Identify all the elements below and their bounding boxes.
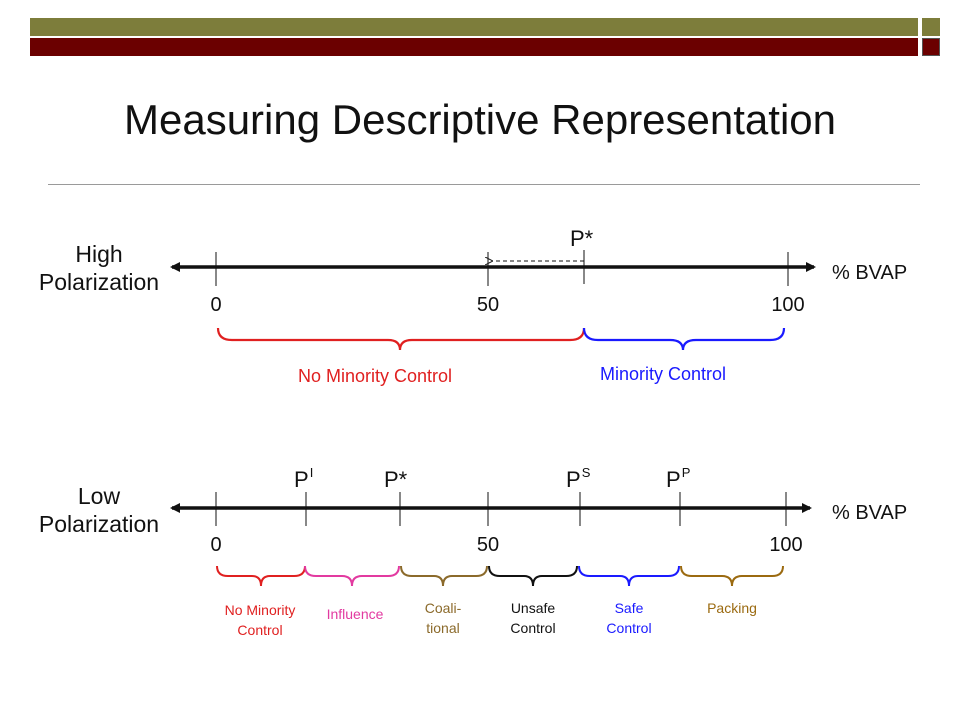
low-label-line2: Polarization [38,511,160,537]
low-ps-sup: S [581,465,591,480]
low-brace-safe [578,565,680,587]
low-safe-line2: Control [606,620,652,636]
slide-title: Measuring Descriptive Representation [123,96,836,143]
high-tick-label-50: 50 [476,294,500,316]
high-pstar-label: P* [570,226,594,251]
low-unsafe-control-label: Unsafe Control [494,598,572,638]
header-bar-olive [30,18,918,36]
low-axis-label: % BVAP [832,502,908,524]
low-axis [170,492,812,526]
slide-header-bars [30,18,942,56]
header-square-olive [922,18,940,36]
low-pstar-marker: P* [384,467,408,492]
high-label-line2: Polarization [38,269,160,295]
low-unsafe-line2: Control [510,620,556,636]
low-pp-sup: P [681,465,691,480]
low-pi-main: P [294,467,309,492]
low-brace-influence [304,565,400,587]
low-ps-marker: PS [566,465,591,493]
high-minority-control-label: Minority Control [600,364,727,384]
low-coalitional-line2: tional [426,620,460,636]
low-brace-coalitional [400,565,488,587]
low-coalitional-label: Coali- tional [408,598,478,638]
low-unsafe-line1: Unsafe [510,600,556,616]
high-axis-label: % BVAP [832,262,908,284]
header-bar-red [30,38,918,56]
high-brace-no-control [216,327,586,351]
low-no-minority-control-label: No Minority Control [200,600,320,640]
low-tick-label-50: 50 [476,534,500,556]
low-tick-label-0: 0 [210,534,222,556]
low-brace-no-control [216,565,306,587]
low-influence-label: Influence [326,606,384,622]
low-pp-main: P [666,467,681,492]
high-axis [170,250,816,286]
low-tick-label-100: 100 [769,534,803,556]
low-packing-label: Packing [707,600,757,616]
low-pp-marker: PP [666,465,691,493]
header-square-red [922,38,940,56]
low-no-control-line1: No Minority [224,602,296,618]
low-polarization-label: Low Polarization [14,482,184,538]
low-label-line1: Low [77,483,121,509]
high-no-minority-control-label: No Minority Control [298,366,453,386]
low-no-control-line2: Control [237,622,283,638]
low-ps-main: P [566,467,581,492]
high-polarization-label: High Polarization [14,240,184,296]
low-pi-marker: PI [294,465,314,493]
low-pi-sup: I [309,465,314,480]
title-divider [48,184,920,185]
low-brace-packing [680,565,784,587]
low-brace-unsafe [488,565,578,587]
low-safe-control-label: Safe Control [590,598,668,638]
high-label-line1: High [75,241,123,267]
low-safe-line1: Safe [614,600,644,616]
high-tick-label-100: 100 [771,294,805,316]
high-tick-label-0: 0 [210,294,222,316]
high-brace-control [582,327,786,351]
low-coalitional-line1: Coali- [424,600,462,616]
